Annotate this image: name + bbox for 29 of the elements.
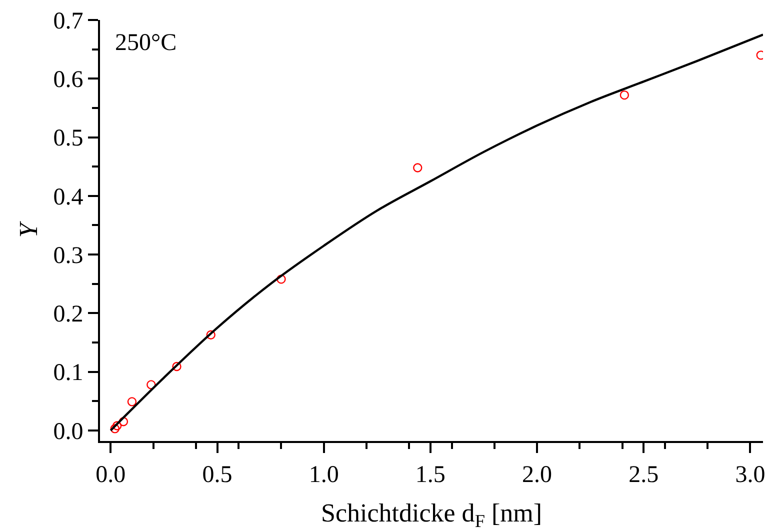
point <box>620 90 630 100</box>
y-tick-label: 0.6 <box>53 67 84 94</box>
x-tick-label: 1.0 <box>308 462 339 488</box>
annotation: 250°C <box>115 30 177 56</box>
y-tick-label: 0.0 <box>53 418 84 445</box>
point <box>276 274 286 284</box>
x-tick-label: 2.0 <box>522 462 552 488</box>
y-tick-label: 0.4 <box>53 184 84 210</box>
point <box>118 417 128 426</box>
y-tick-label: 0.7 <box>53 8 84 34</box>
y-tick-label: 0.1 <box>53 360 84 386</box>
point <box>146 380 156 390</box>
point <box>206 330 216 340</box>
x-tick-label: 3.0 <box>735 462 766 488</box>
y-tick-label: 0.3 <box>53 242 84 269</box>
point <box>172 362 182 372</box>
line-series <box>110 34 763 432</box>
x-tick-label: 1.5 <box>415 462 446 488</box>
x-tick-label: 2.5 <box>628 462 659 488</box>
y-tick-label: 0.5 <box>53 126 84 152</box>
point <box>413 163 422 172</box>
point <box>127 397 137 406</box>
point <box>112 421 122 430</box>
x-axis-title: Schichtdicke d$_{F}$ [nm] <box>321 498 542 531</box>
x-tick-label: 0.0 <box>96 462 126 488</box>
point <box>110 424 120 434</box>
y-tick-label: 0.2 <box>53 302 84 328</box>
y-axis-title: Y <box>14 220 43 238</box>
x-tick-label: 0.5 <box>202 462 232 488</box>
